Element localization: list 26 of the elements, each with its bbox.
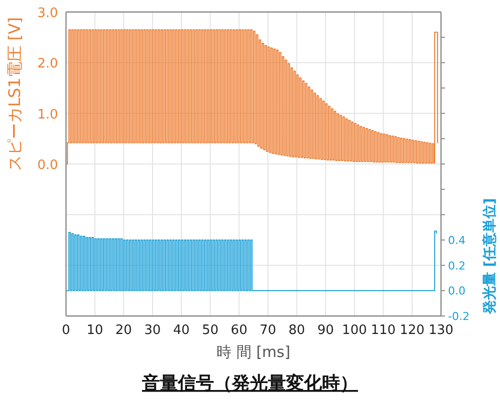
x-tick-label: 0: [62, 323, 70, 338]
x-tick-label: 20: [115, 323, 132, 338]
x-tick-label: 10: [86, 323, 104, 338]
y-tick-label: 3.0: [37, 6, 58, 21]
y2-tick-label: -0.2: [448, 310, 470, 323]
x-tick-label: 30: [144, 323, 161, 338]
y-tick-label: 1.0: [37, 107, 58, 122]
y-tick-label: 0.0: [37, 158, 58, 173]
y-tick-label: 2.0: [37, 56, 58, 72]
y2-axis-title: 発光量 [任意単位]: [481, 198, 498, 315]
x-tick-label: 40: [173, 323, 190, 338]
y-axis-title: スピーカLS1電圧 [V]: [5, 17, 24, 171]
y2-tick-label: 0.0: [448, 284, 466, 298]
x-axis-title: 時 間 [ms]: [216, 343, 290, 361]
x-tick-label: 90: [317, 323, 334, 338]
x-tick-label: 60: [230, 323, 248, 338]
x-tick-label: 110: [370, 323, 396, 338]
x-tick-label: 130: [428, 323, 454, 338]
x-tick-label: 70: [260, 323, 276, 338]
text: 音量信号（発光量変化時）: [141, 373, 358, 394]
x-tick-label: 120: [400, 323, 425, 338]
x-tick-label: 80: [288, 323, 306, 338]
y2-tick-label: 0.2: [448, 259, 466, 272]
x-tick-label: 50: [202, 323, 219, 338]
x-tick-label: 100: [342, 323, 367, 338]
y2-tick-label: 0.4: [448, 234, 466, 247]
